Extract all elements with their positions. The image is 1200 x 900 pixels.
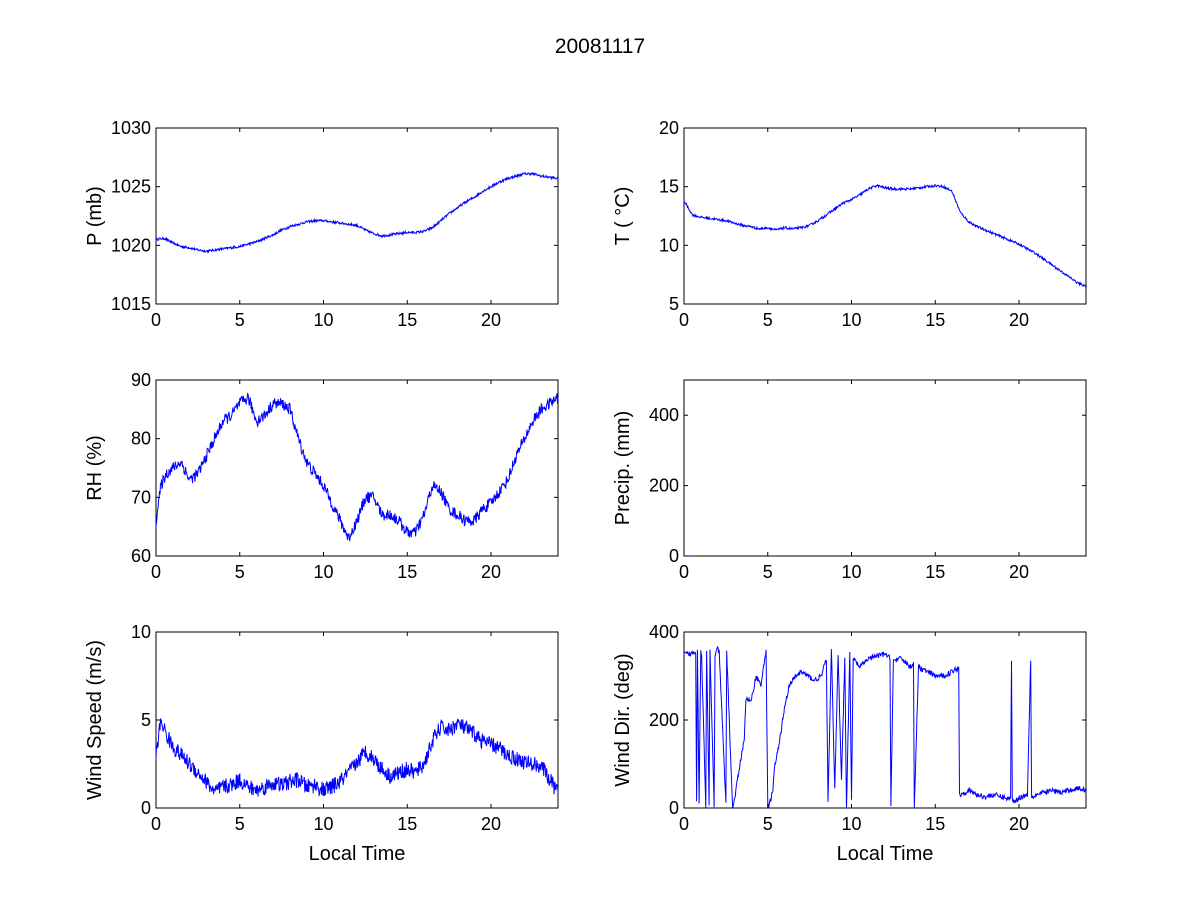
x-axis-label-wind_direction: Local Time: [837, 843, 934, 865]
series-line-temperature: [683, 183, 1087, 288]
plot-area-pressure: [155, 127, 559, 305]
y-tick-label: 400: [649, 405, 679, 425]
x-tick-label: 10: [841, 562, 861, 582]
y-tick-label: 1025: [111, 177, 151, 197]
y-axis-label-pressure: P (mb): [84, 186, 106, 246]
x-tick-label: 15: [397, 310, 417, 330]
y-tick-label: 20: [659, 118, 679, 138]
x-tick-label: 20: [1009, 562, 1029, 582]
y-tick-label: 200: [649, 710, 679, 730]
y-tick-label: 0: [669, 546, 679, 566]
y-tick-label: 1020: [111, 235, 151, 255]
x-tick-label: 0: [151, 562, 161, 582]
panel-humidity: 0 5 10 15 20 60 70 80 90 RH (%): [84, 370, 559, 582]
y-axis-label-temperature: T ( °C): [612, 187, 634, 246]
x-tick-label: 10: [313, 310, 333, 330]
x-tick-label: 5: [235, 814, 245, 834]
x-tick-label: 20: [481, 814, 501, 834]
x-tick-label: 0: [679, 562, 689, 582]
x-tick-label: 0: [151, 310, 161, 330]
y-axis-label-wind_speed: Wind Speed (m/s): [84, 640, 106, 800]
plot-area-temperature: [683, 127, 1087, 305]
y-tick-label: 200: [649, 476, 679, 496]
y-tick-label: 10: [131, 622, 151, 642]
x-tick-label: 10: [313, 562, 333, 582]
x-tick-label: 15: [397, 562, 417, 582]
x-tick-label: 10: [313, 814, 333, 834]
x-tick-label: 0: [151, 814, 161, 834]
x-tick-label: 5: [235, 310, 245, 330]
series-line-humidity: [155, 392, 559, 542]
x-tick-label: 5: [763, 814, 773, 834]
x-tick-label: 10: [841, 310, 861, 330]
y-axis-label-wind_direction: Wind Dir. (deg): [612, 653, 634, 786]
x-tick-label: 15: [925, 814, 945, 834]
plot-area-wind_speed: [155, 631, 559, 809]
series-line-wind_speed: [155, 718, 559, 798]
x-tick-label: 10: [841, 814, 861, 834]
y-tick-label: 1015: [111, 294, 151, 314]
y-tick-label: 60: [131, 546, 151, 566]
x-tick-label: 20: [481, 310, 501, 330]
y-tick-label: 1030: [111, 118, 151, 138]
x-axis-label-wind_speed: Local Time: [309, 843, 406, 865]
x-tick-label: 20: [481, 562, 501, 582]
plot-area-humidity: [155, 379, 559, 557]
y-axis-label-precipitation: Precip. (mm): [612, 411, 634, 525]
y-tick-label: 70: [131, 487, 151, 507]
y-tick-label: 90: [131, 370, 151, 390]
x-tick-label: 5: [763, 562, 773, 582]
y-tick-label: 0: [141, 798, 151, 818]
x-tick-label: 15: [925, 310, 945, 330]
y-tick-label: 5: [141, 710, 151, 730]
x-tick-label: 5: [763, 310, 773, 330]
x-tick-label: 15: [397, 814, 417, 834]
x-tick-label: 0: [679, 310, 689, 330]
x-tick-label: 20: [1009, 310, 1029, 330]
y-axis-label-humidity: RH (%): [84, 435, 106, 501]
x-tick-label: 20: [1009, 814, 1029, 834]
y-tick-label: 10: [659, 235, 679, 255]
x-tick-label: 0: [679, 814, 689, 834]
y-tick-label: 400: [649, 622, 679, 642]
x-tick-label: 15: [925, 562, 945, 582]
panel-wind_speed: 0 5 10 15 20 0 5 10 Wind Speed (m/s) Local Time: [84, 622, 559, 865]
series-line-pressure: [155, 171, 559, 254]
series-line-wind_direction: [683, 645, 1087, 809]
y-tick-label: 15: [659, 177, 679, 197]
y-tick-label: 80: [131, 429, 151, 449]
y-tick-label: 0: [669, 798, 679, 818]
plot-area-wind_direction: [683, 631, 1087, 809]
figure-title: 20081117: [555, 35, 645, 58]
plot-area-precipitation: [683, 379, 1087, 557]
y-tick-label: 5: [669, 294, 679, 314]
x-tick-label: 5: [235, 562, 245, 582]
